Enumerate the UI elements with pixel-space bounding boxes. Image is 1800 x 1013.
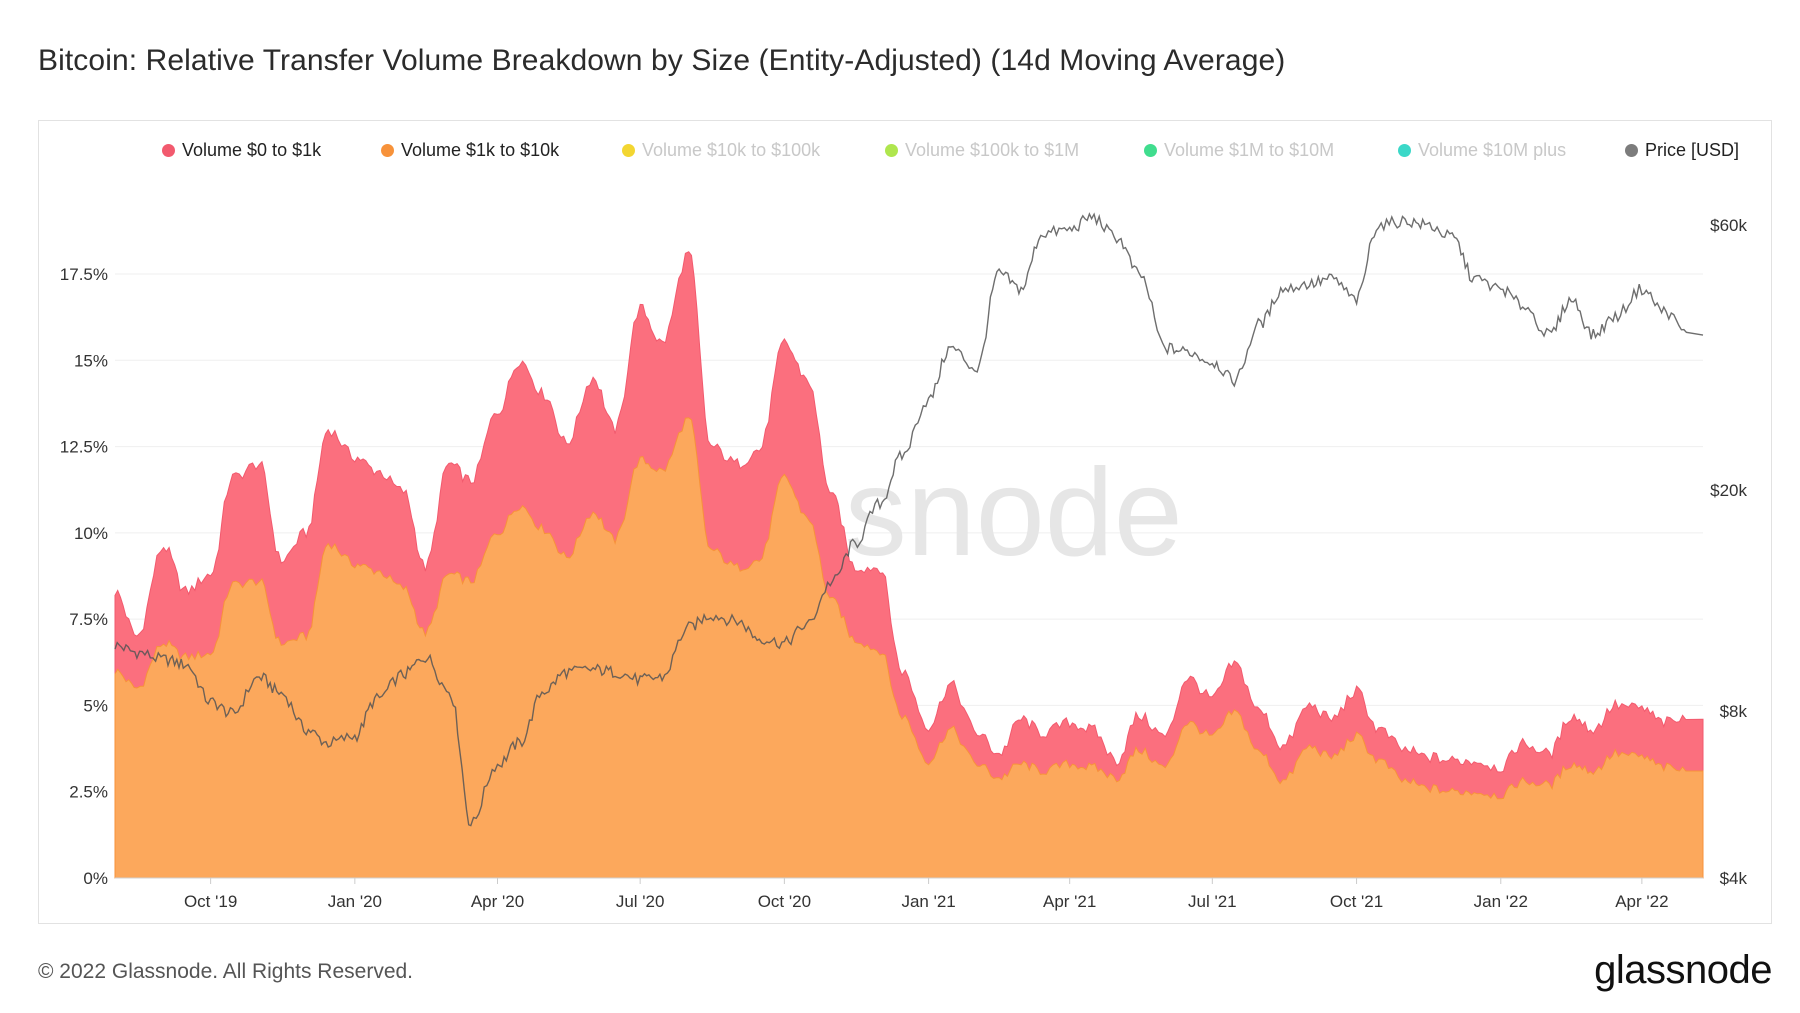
chart-title: Bitcoin: Relative Transfer Volume Breakd… [38, 44, 1286, 77]
legend-item-volume-0-1k[interactable]: Volume $0 to $1k [162, 138, 321, 162]
legend-item-volume-10k-100k[interactable]: Volume $10k to $100k [622, 138, 820, 162]
legend-item-volume-100k-1m[interactable]: Volume $100k to $1M [885, 138, 1079, 162]
legend-label: Volume $10M plus [1418, 139, 1567, 160]
legend-item-volume-10m-plus[interactable]: Volume $10M plus [1398, 138, 1566, 162]
legend-item-volume-1k-10k[interactable]: Volume $1k to $10k [381, 138, 559, 162]
legend-item-volume-1m-10m[interactable]: Volume $1M to $10M [1144, 138, 1334, 162]
legend-label: Volume $0 to $1k [182, 139, 322, 160]
legend-label: Volume $1k to $10k [401, 139, 560, 160]
footer-copyright: © 2022 Glassnode. All Rights Reserved. [38, 960, 414, 983]
legend-label: Volume $100k to $1M [905, 139, 1080, 160]
legend-dot-icon [1144, 143, 1157, 157]
legend-dot-icon [622, 143, 635, 157]
legend-label: Volume $10k to $100k [642, 139, 821, 160]
legend-dot-icon [1398, 143, 1411, 157]
legend-dot-icon [162, 143, 175, 157]
legend-label: Volume $1M to $10M [1164, 139, 1335, 160]
legend-item-price-usd[interactable]: Price [USD] [1625, 138, 1739, 162]
legend-dot-icon [1625, 143, 1638, 157]
chart-frame [38, 120, 1772, 924]
legend-dot-icon [885, 143, 898, 157]
legend-label: Price [USD] [1645, 139, 1740, 160]
glassnode-logo: glassnode [1594, 948, 1772, 992]
chart-legend: Volume $0 to $1k Volume $1k to $10k Volu… [0, 138, 1800, 162]
legend-dot-icon [381, 143, 394, 157]
